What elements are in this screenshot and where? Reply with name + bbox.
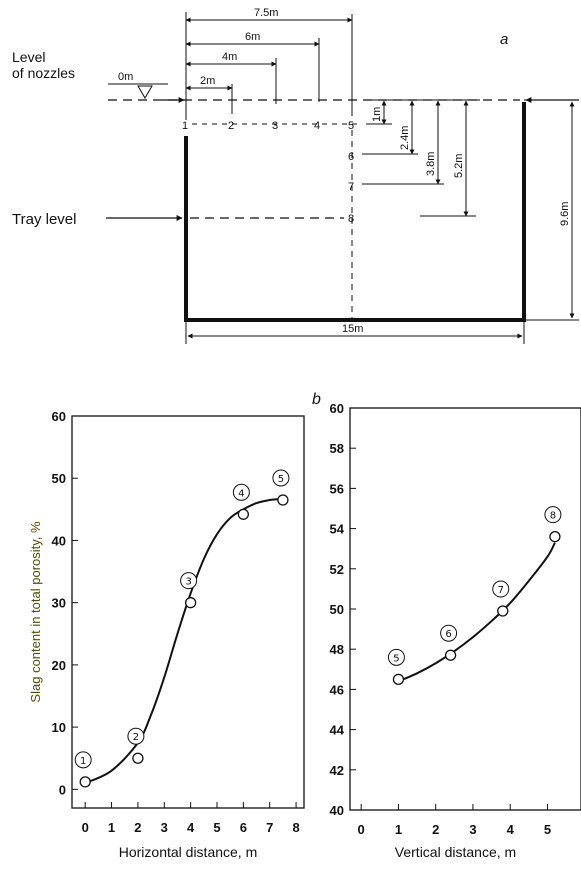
width-dim-label: 15m (342, 323, 363, 335)
nozzle-level-label-1: Level (12, 49, 45, 65)
y-tick-label-v: 42 (330, 763, 344, 778)
dim-label-7.5m: 7.5m (254, 7, 278, 19)
point-label-ring-v-7 (492, 580, 510, 598)
y-tick-label-v: 58 (330, 441, 344, 456)
data-point-v-8 (549, 530, 561, 543)
x-tick-label-h: 5 (213, 820, 220, 835)
point-label-ring-v-5 (387, 648, 405, 666)
y-tick-label-v: 46 (330, 682, 344, 697)
y-tick-label-v: 60 (330, 401, 344, 416)
x-tick-label-h: 2 (134, 820, 141, 835)
y-tick-label-v: 40 (330, 803, 344, 818)
height-dim-label: 9.6m (559, 202, 571, 226)
x-tick-label-v: 4 (507, 822, 515, 837)
y-tick-label-v: 52 (330, 562, 344, 577)
point-label-v-8: 8 (550, 511, 556, 522)
horizontal-dimensions: 7.5m 6m 4m 2m (185, 7, 353, 120)
point-label-ring-v-8 (544, 506, 562, 524)
data-point-h-5 (277, 494, 289, 506)
dim-label-4m: 4m (222, 51, 237, 63)
y-axis-label-h: Slag content in total porosity, % (28, 521, 43, 703)
point-label-ring-v-6 (440, 624, 458, 642)
point-label-ring-h-3 (180, 572, 198, 590)
point-4: 4 (314, 120, 320, 132)
point-label-h-5: 5 (278, 474, 284, 485)
vertical-dimensions: 1m 2.4m 3.8m 5.2m (362, 99, 480, 217)
data-point-v-7 (497, 605, 509, 617)
x-tick-label-v: 5 (544, 822, 551, 837)
y-tick-label-h: 20 (52, 658, 66, 673)
dim-label-6m: 6m (245, 31, 260, 43)
data-point-v-5 (392, 673, 405, 685)
y-tick-label-v: 44 (330, 723, 345, 738)
x-tick-label-v: 3 (469, 822, 476, 837)
y-tick-label-h: 0 (59, 782, 66, 797)
data-point-h-3 (184, 597, 197, 609)
x-tick-label-v: 0 (358, 822, 365, 837)
x-tick-label-h: 1 (108, 820, 115, 835)
vdim-label-2.4m: 2.4m (399, 126, 411, 150)
furnace-diagram: a Level of nozzles 0m 7.5m 6m 4m 2m (12, 7, 579, 344)
data-point-h-4 (237, 508, 250, 520)
x-axis-label-v: Vertical distance, m (395, 844, 516, 860)
level-triangle-icon (137, 85, 153, 99)
furnace-walls (184, 102, 526, 322)
y-tick-label-v: 50 (330, 602, 344, 617)
point-6: 6 (348, 151, 354, 163)
x-tick-label-h: 4 (187, 820, 195, 835)
point-2: 2 (228, 120, 234, 132)
point-8: 8 (348, 213, 354, 225)
plot-frame-v (349, 407, 581, 811)
data-point-v-6 (444, 649, 457, 661)
point-label-ring-h-4 (232, 483, 250, 501)
fit-curve-v (398, 542, 556, 683)
point-label-v-6: 6 (445, 629, 451, 640)
x-tick-label-h: 0 (82, 820, 89, 835)
y-tick-label-h: 10 (52, 720, 66, 735)
plot-frame-h (71, 415, 305, 809)
point-label-h-3: 3 (185, 577, 191, 588)
data-point-h-2 (132, 752, 144, 764)
x-axis-label-h: Horizontal distance, m (119, 844, 258, 860)
dim-label-2m: 2m (200, 75, 215, 87)
point-1: 1 (182, 120, 188, 132)
point-label-ring-h-1 (74, 751, 92, 769)
vdim-label-5.2m: 5.2m (453, 154, 465, 178)
chart-horizontal-distance: 0 10 20 30 40 50 60 0 1 2 3 4 5 6 7 8 Horizontal distanc… (28, 409, 305, 860)
y-tick-label-h: 50 (52, 471, 66, 486)
panel-a-label: a (500, 31, 508, 48)
point-label-ring-h-2 (127, 727, 145, 745)
y-tick-label-h: 40 (52, 533, 66, 548)
y-tick-label-v: 54 (330, 522, 345, 537)
point-3: 3 (272, 120, 278, 132)
x-tick-label-h: 3 (161, 820, 168, 835)
point-7: 7 (348, 181, 354, 193)
nozzle-level-label-2: of nozzles (12, 65, 75, 81)
zero-level-label: 0m (118, 71, 133, 83)
tray-level-label: Tray level (12, 211, 76, 228)
point-label-v-7: 7 (498, 585, 504, 596)
fit-curve-h (84, 497, 284, 785)
point-label-v-5: 5 (393, 653, 399, 664)
panel-b-label: b (312, 391, 321, 408)
point-5: 5 (348, 120, 354, 132)
x-tick-label-v: 2 (432, 822, 439, 837)
x-tick-label-h: 8 (292, 820, 299, 835)
vdim-label-3.8m: 3.8m (425, 152, 437, 176)
point-label-h-2: 2 (133, 732, 139, 743)
x-tick-label-v: 1 (395, 822, 402, 837)
point-label-h-1: 1 (80, 756, 86, 767)
data-point-h-1 (79, 776, 91, 788)
point-label-h-4: 4 (238, 488, 244, 499)
x-tick-label-h: 6 (240, 820, 247, 835)
y-tick-label-v: 56 (330, 481, 344, 496)
y-tick-label-h: 30 (52, 596, 66, 611)
vdim-label-1m: 1m (371, 107, 383, 122)
point-label-ring-h-5 (272, 469, 290, 487)
y-tick-label-v: 48 (330, 642, 344, 657)
y-tick-label-h: 60 (52, 409, 66, 424)
x-tick-label-h: 7 (266, 820, 273, 835)
